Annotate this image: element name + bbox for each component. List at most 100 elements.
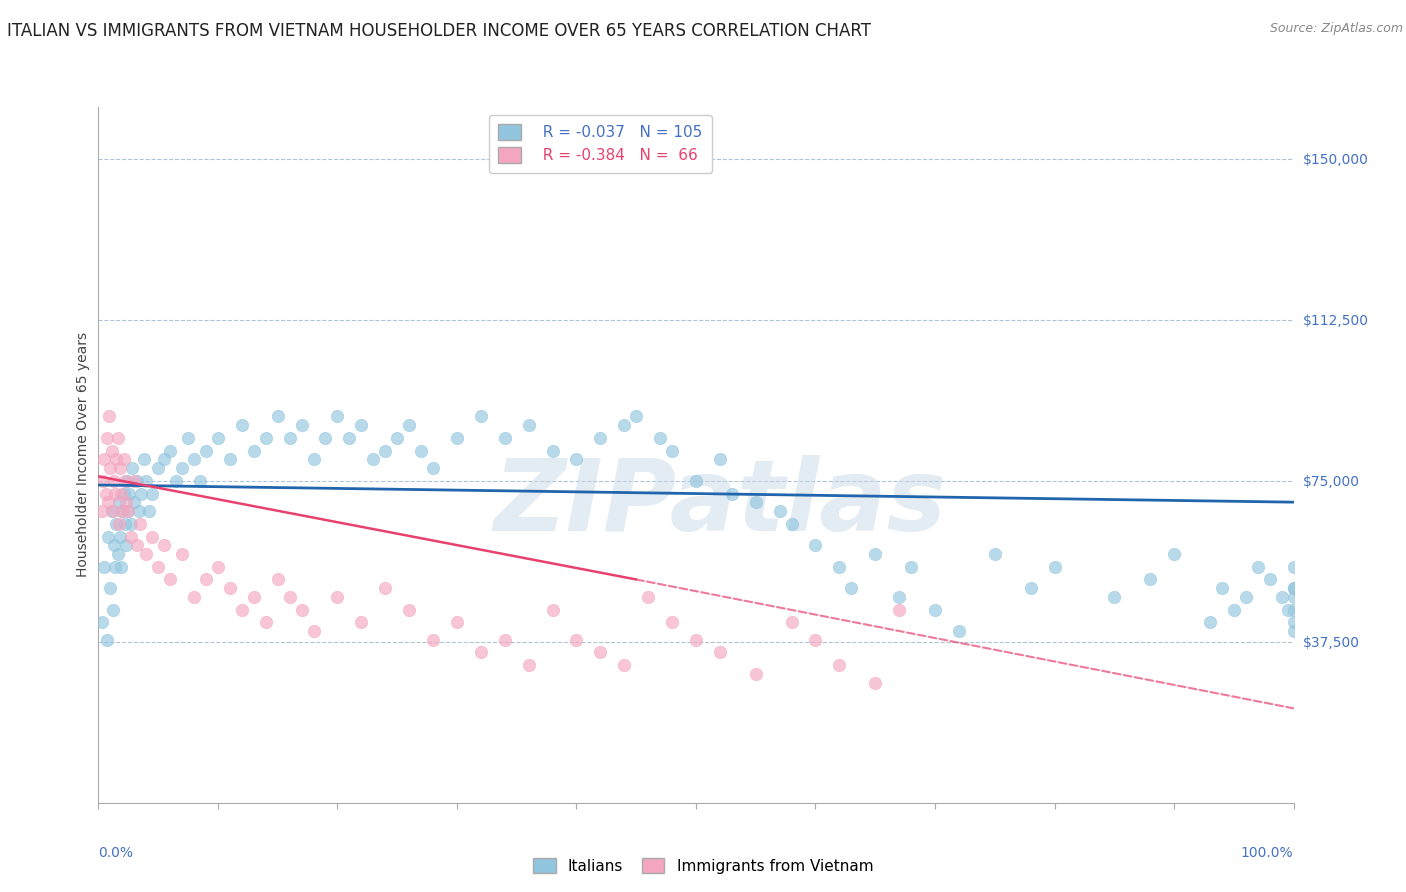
Point: [398, 417, 420, 432]
Point: [254, 615, 277, 630]
Point: [863, 675, 886, 690]
Point: [103, 474, 125, 488]
Point: [121, 460, 143, 475]
Point: [267, 409, 290, 424]
Point: [117, 504, 139, 518]
Point: [111, 504, 134, 518]
Point: [148, 460, 170, 475]
Point: [114, 474, 136, 488]
Point: [98, 581, 122, 595]
Point: [110, 559, 132, 574]
Point: [231, 417, 253, 432]
Point: [1019, 581, 1042, 595]
Point: [948, 624, 970, 638]
Point: [302, 452, 325, 467]
Point: [108, 460, 131, 475]
Point: [422, 460, 444, 475]
Point: [132, 452, 155, 467]
Point: [188, 474, 211, 488]
Point: [107, 431, 129, 445]
Point: [153, 538, 176, 552]
Point: [115, 474, 138, 488]
Point: [254, 431, 277, 445]
Point: [889, 602, 911, 616]
Point: [589, 431, 612, 445]
Point: [517, 658, 540, 673]
Point: [780, 516, 803, 531]
Point: [107, 516, 129, 531]
Point: [107, 495, 129, 509]
Point: [91, 504, 114, 518]
Text: Source: ZipAtlas.com: Source: ZipAtlas.com: [1270, 22, 1403, 36]
Point: [613, 658, 636, 673]
Point: [1139, 573, 1161, 587]
Point: [780, 615, 803, 630]
Point: [97, 529, 120, 543]
Point: [194, 573, 217, 587]
Point: [135, 547, 157, 561]
Point: [108, 529, 131, 543]
Point: [422, 632, 444, 647]
Point: [398, 602, 420, 616]
Point: [1163, 547, 1185, 561]
Point: [267, 573, 290, 587]
Point: [110, 486, 132, 500]
Point: [117, 504, 139, 518]
Point: [565, 452, 588, 467]
Point: [91, 615, 114, 630]
Point: [494, 632, 516, 647]
Point: [470, 409, 492, 424]
Point: [1282, 624, 1305, 638]
Point: [350, 615, 373, 630]
Point: [183, 452, 205, 467]
Point: [745, 495, 768, 509]
Point: [120, 516, 142, 531]
Point: [141, 529, 163, 543]
Point: [125, 538, 148, 552]
Point: [1282, 581, 1305, 595]
Point: [111, 504, 134, 518]
Text: ZIPatlas: ZIPatlas: [494, 455, 946, 552]
Point: [93, 559, 115, 574]
Point: [93, 452, 115, 467]
Point: [709, 645, 731, 659]
Point: [1222, 602, 1246, 616]
Point: [363, 452, 385, 467]
Point: [96, 431, 118, 445]
Point: [1282, 615, 1305, 630]
Point: [103, 538, 125, 552]
Point: [96, 632, 118, 647]
Point: [231, 602, 253, 616]
Point: [125, 474, 148, 488]
Point: [112, 486, 135, 500]
Point: [97, 495, 120, 509]
Point: [129, 516, 152, 531]
Point: [302, 624, 325, 638]
Point: [1246, 559, 1268, 574]
Point: [1282, 602, 1305, 616]
Point: [1282, 559, 1305, 574]
Point: [804, 538, 827, 552]
Point: [374, 443, 396, 458]
Point: [648, 431, 672, 445]
Point: [326, 590, 349, 604]
Point: [337, 431, 360, 445]
Point: [661, 615, 683, 630]
Legend:   R = -0.037   N = 105,   R = -0.384   N =  66: R = -0.037 N = 105, R = -0.384 N = 66: [489, 115, 711, 173]
Point: [131, 486, 153, 500]
Point: [589, 645, 612, 659]
Point: [839, 581, 862, 595]
Point: [446, 615, 468, 630]
Point: [100, 504, 122, 518]
Point: [541, 443, 564, 458]
Point: [804, 632, 827, 647]
Point: [290, 602, 312, 616]
Point: [889, 590, 911, 604]
Point: [637, 590, 659, 604]
Point: [112, 452, 135, 467]
Point: [104, 486, 127, 500]
Point: [326, 409, 349, 424]
Point: [194, 443, 217, 458]
Point: [1282, 590, 1305, 604]
Point: [709, 452, 731, 467]
